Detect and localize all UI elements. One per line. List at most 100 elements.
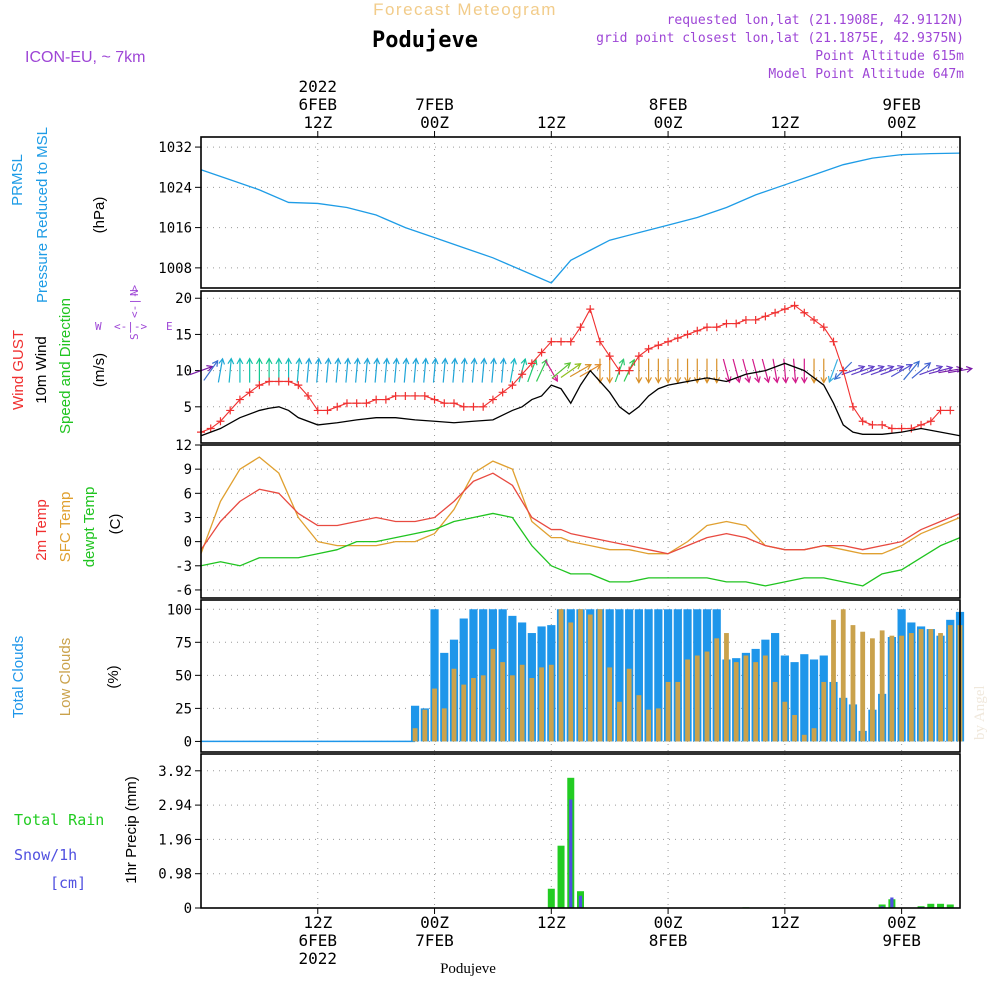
wind-arrow-head bbox=[877, 365, 885, 372]
wind-arrow-shaft bbox=[783, 358, 787, 383]
wind-arrow-shaft bbox=[870, 365, 894, 376]
bottom-time-label: 00Z bbox=[654, 913, 683, 932]
wind-arrow-head bbox=[744, 376, 752, 384]
wind-arrow bbox=[412, 357, 420, 383]
low-cloud-bar bbox=[889, 635, 895, 742]
low-cloud-bar bbox=[918, 629, 924, 742]
snow-label: Snow/1h bbox=[14, 846, 77, 864]
rain-bar bbox=[557, 845, 565, 908]
pressure-tick-label: 1032 bbox=[158, 140, 192, 156]
wind-arrow-head bbox=[827, 375, 835, 384]
wind-arrow-shaft bbox=[938, 367, 963, 374]
low-cloud-bar bbox=[587, 614, 593, 742]
wind-arrow-head bbox=[629, 358, 636, 366]
wind-arrow-shaft bbox=[509, 358, 516, 383]
wind-arrow bbox=[373, 357, 381, 383]
wind-arrow-head bbox=[905, 363, 914, 371]
wind-arrow bbox=[227, 357, 235, 383]
gust-marker bbox=[703, 323, 711, 332]
gust-marker bbox=[216, 417, 225, 426]
wind-arrow-head bbox=[913, 360, 920, 368]
bottom-time-label: 6FEB bbox=[299, 931, 338, 950]
wind-arrow-head bbox=[936, 365, 944, 372]
low-cloud-bar bbox=[860, 631, 866, 742]
temp2m-line bbox=[200, 472, 961, 555]
wind-arrow bbox=[480, 357, 488, 383]
gust-marker bbox=[226, 406, 235, 415]
bottom-time-label: 2022 bbox=[299, 949, 338, 968]
bottom-time-label: 8FEB bbox=[649, 931, 688, 950]
gust-marker bbox=[527, 359, 536, 368]
wind-arrow bbox=[402, 357, 410, 383]
gust-marker bbox=[537, 348, 546, 357]
precip-labels: Total Rain Snow/1h [cm] 1hr Precip (mm) bbox=[14, 776, 140, 892]
low-cloud-bar bbox=[743, 655, 749, 742]
rain-bar bbox=[937, 903, 945, 908]
temp-tick-label: 6 bbox=[184, 486, 192, 502]
gust-marker bbox=[771, 308, 780, 317]
wind-arrow-head bbox=[635, 377, 643, 384]
wind-arrow-shaft bbox=[481, 358, 485, 383]
wind-arrow bbox=[305, 357, 313, 383]
wind-arrow-head bbox=[763, 376, 771, 384]
pressure-label: PRMSL bbox=[9, 154, 26, 206]
wind-arrow-head bbox=[754, 376, 761, 384]
wind-arrow-shaft bbox=[491, 358, 495, 383]
wind-arrow bbox=[645, 358, 653, 384]
model-altitude: Model Point Altitude 647m bbox=[768, 67, 964, 82]
wind-arrow-head bbox=[791, 376, 799, 384]
gust-marker bbox=[917, 420, 926, 429]
gust-marker bbox=[362, 399, 371, 408]
wind-arrow-head bbox=[227, 357, 235, 365]
rain-bar bbox=[547, 888, 555, 908]
gust-marker bbox=[323, 406, 332, 415]
wind-arrow-head bbox=[867, 365, 876, 372]
total-cloud-bar bbox=[809, 659, 819, 742]
wind-arrow bbox=[470, 357, 478, 383]
rain-bar bbox=[946, 904, 954, 908]
gust-marker bbox=[401, 391, 410, 400]
low-cloud-bar bbox=[432, 688, 437, 742]
gust-marker bbox=[605, 352, 614, 361]
wind-tick-label: 5 bbox=[184, 400, 192, 416]
temp-tick-label: -6 bbox=[175, 583, 192, 599]
pressure-frame bbox=[200, 136, 961, 289]
gust-marker bbox=[265, 377, 274, 386]
low-cloud-bar bbox=[753, 662, 759, 742]
gust-marker bbox=[459, 402, 468, 411]
wind-arrow-head bbox=[431, 357, 439, 365]
gust-marker bbox=[576, 323, 585, 332]
low-cloud-bar bbox=[607, 667, 613, 742]
model-label: ICON-EU, ~ 7km bbox=[25, 49, 145, 66]
wind-arrow bbox=[460, 357, 468, 383]
wind-arrow bbox=[422, 357, 429, 383]
gust-marker bbox=[566, 337, 575, 346]
temperature-panel: -6 -3 0 3 6 9 12 bbox=[175, 438, 961, 599]
top-time-label: 7FEB bbox=[415, 95, 454, 114]
bottom-time-label: 00Z bbox=[420, 913, 449, 932]
gust-marker bbox=[829, 337, 838, 346]
wind-arrow-head bbox=[206, 365, 214, 372]
wind-arrow-shaft bbox=[501, 358, 505, 383]
compass-legend: N S W E <-|-> <-|-> bbox=[95, 285, 173, 340]
snow-bar bbox=[880, 906, 884, 908]
wind-arrow-shaft bbox=[560, 363, 581, 378]
low-cloud-bar bbox=[840, 609, 846, 742]
low-cloud-bar bbox=[441, 708, 447, 742]
gust-marker bbox=[294, 381, 303, 390]
wind-arrow-head bbox=[246, 357, 254, 365]
wind-arrow bbox=[606, 358, 614, 384]
gust-label: Wind GUST bbox=[10, 330, 27, 410]
gust-marker bbox=[693, 326, 702, 335]
compass-east: E bbox=[166, 320, 173, 333]
wind-arrow bbox=[344, 357, 351, 383]
dewpt-line bbox=[200, 512, 961, 587]
total-cloud-bar bbox=[780, 655, 789, 742]
wind-arrow bbox=[911, 362, 932, 379]
low-cloud-bar bbox=[412, 728, 418, 742]
wind-arrow bbox=[569, 363, 592, 378]
wind-arrow-shaft bbox=[403, 358, 407, 383]
low-cloud-bar bbox=[480, 675, 486, 742]
total-cloud-bar bbox=[469, 609, 478, 742]
wind-arrow bbox=[392, 357, 400, 383]
